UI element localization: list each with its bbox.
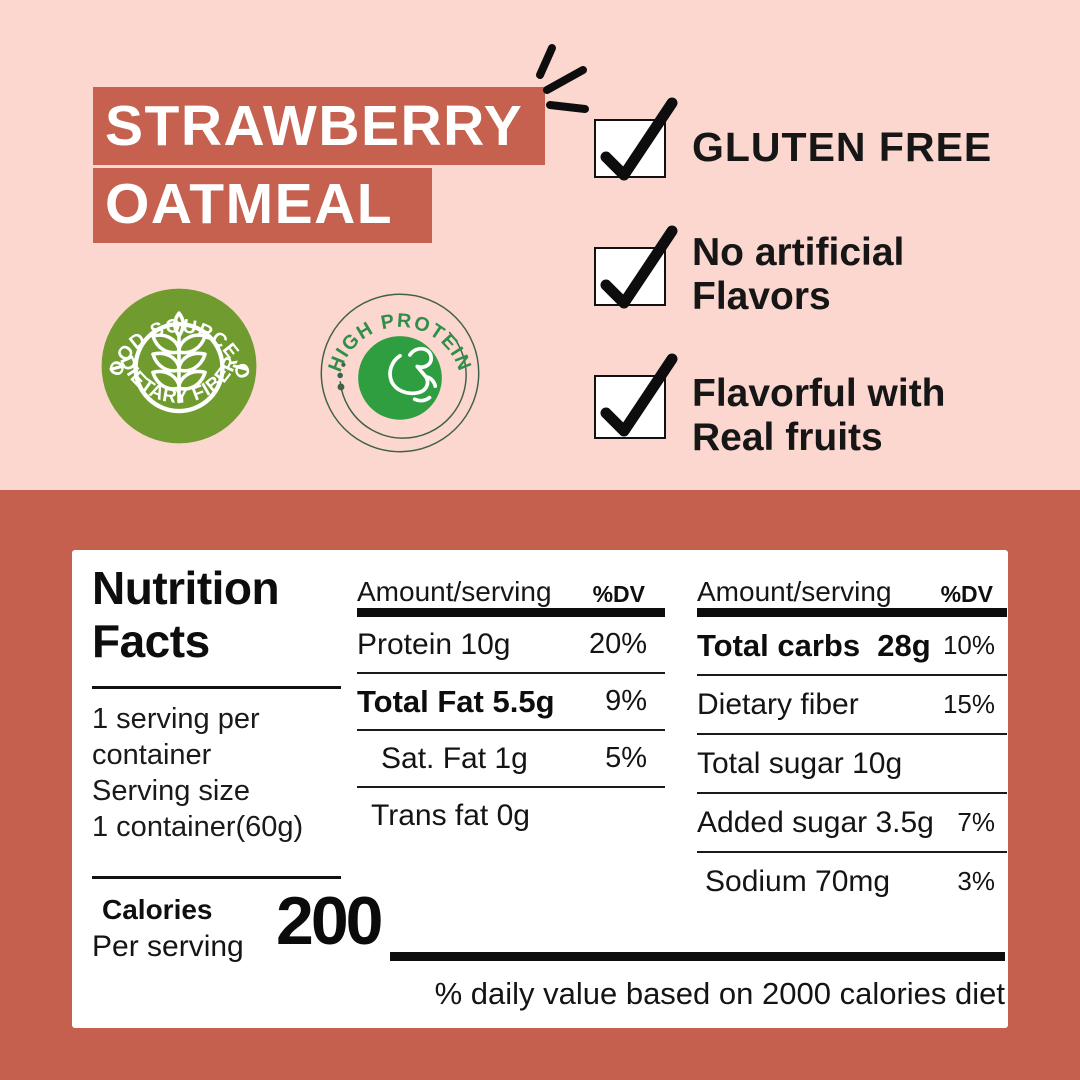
- nutrient-dv: 10%: [942, 630, 995, 660]
- feature-no-artificial-flavors: No artificial Flavors: [594, 225, 1014, 318]
- feature-label: GLUTEN FREE: [692, 125, 992, 169]
- feature-label-line2: Real fruits: [692, 416, 883, 459]
- nutrient-label: Total sugar 10g: [697, 746, 903, 780]
- nutrient-label: Sodium 70mg: [705, 864, 891, 898]
- product-title-line2: OATMEAL: [105, 172, 394, 236]
- high-protein-badge: HIGH PROTEIN: [320, 293, 480, 453]
- nutrient-dv: 9%: [605, 685, 647, 717]
- nutrition-row: Dietary fiber 15%: [697, 676, 1007, 735]
- feature-label-line1: Flavorful with: [692, 372, 946, 415]
- daily-value-footnote: % daily value based on 2000 calories die…: [434, 976, 1005, 1011]
- divider: [92, 686, 341, 689]
- nutrition-facts-title: Nutrition Facts: [92, 562, 280, 668]
- serving-line: 1 serving per: [92, 703, 260, 735]
- column-header: Amount/serving %DV: [357, 570, 665, 608]
- nutrient-label: Trans fat 0g: [371, 798, 530, 832]
- dv-header: %DV: [940, 581, 993, 607]
- nutrition-facts-panel: Nutrition Facts 1 serving per container …: [72, 550, 1008, 1028]
- nutrient-label: Dietary fiber: [697, 687, 859, 721]
- wheat-plant-icon: [151, 311, 207, 404]
- column-header: Amount/serving %DV: [697, 570, 1007, 608]
- feature-label-line2: Flavors: [692, 275, 831, 318]
- nutrient-label: Total Fat 5.5g: [357, 683, 555, 719]
- feature-label: No artificial Flavors: [692, 231, 904, 319]
- divider: [92, 876, 341, 879]
- checkmark-icon: [600, 97, 678, 181]
- nutrient-dv: 5%: [605, 742, 647, 774]
- feature-label: Flavorful with Real fruits: [692, 372, 946, 460]
- nutrient-label: Sat. Fat 1g: [381, 741, 528, 775]
- nutrition-row: Total sugar 10g: [697, 735, 1007, 794]
- serving-info: 1 serving per container Serving size 1 c…: [92, 701, 303, 845]
- calories-value: 200: [276, 883, 383, 959]
- title-box-line1: STRAWBERRY: [93, 87, 545, 165]
- nutrient-label: Added sugar 3.5g: [697, 805, 934, 839]
- nutrient-dv: 15%: [942, 689, 995, 719]
- dietary-fiber-badge: GOOD SOURCE OF DIETARY FIBER: [100, 287, 257, 444]
- nutrient-label: Protein 10g: [357, 627, 511, 661]
- nutrition-row: Added sugar 3.5g 7%: [697, 794, 1007, 853]
- header-bar: [357, 608, 665, 617]
- title-box-line2: OATMEAL: [93, 168, 432, 243]
- nutrient-label: Total carbs 28g: [697, 627, 931, 663]
- dots-decoration: [337, 362, 346, 391]
- nutrition-column-right: Amount/serving %DV Total carbs 28g 10% D…: [697, 570, 1007, 910]
- amount-header: Amount/serving: [357, 576, 552, 607]
- burst-icon: [536, 44, 589, 113]
- header-bar: [697, 608, 1007, 617]
- serving-line: container: [92, 739, 212, 771]
- calories-label: Calories: [102, 894, 213, 925]
- nutrition-row: Total carbs 28g 10%: [697, 617, 1007, 676]
- serving-line: 1 container(60g): [92, 811, 304, 843]
- checkmark-icon: [600, 353, 678, 437]
- nutrient-dv: 20%: [588, 628, 647, 660]
- dv-header: %DV: [592, 581, 645, 607]
- nutrition-row: Sodium 70mg 3%: [697, 853, 1007, 910]
- product-title-line1: STRAWBERRY: [105, 94, 524, 158]
- amount-header: Amount/serving: [697, 576, 892, 607]
- feature-label-line1: No artificial: [692, 231, 905, 274]
- nutrition-column-left: Amount/serving %DV Protein 10g 20% Total…: [357, 570, 665, 843]
- checkmark-icon: [600, 225, 678, 309]
- badge-center-circle: [358, 336, 442, 420]
- nutrition-row: Total Fat 5.5g 9%: [357, 674, 665, 731]
- nutrition-row: Protein 10g 20%: [357, 617, 665, 674]
- nutrient-dv: 7%: [957, 807, 995, 837]
- feature-real-fruits: Flavorful with Real fruits: [594, 353, 1014, 459]
- feature-label-line1: GLUTEN FREE: [692, 124, 993, 170]
- feature-gluten-free: GLUTEN FREE: [594, 97, 1014, 189]
- nutrition-row: Sat. Fat 1g 5%: [357, 731, 665, 788]
- nutrition-row: Trans fat 0g: [357, 788, 665, 843]
- nutrition-title-line1: Nutrition: [92, 562, 280, 614]
- nutrition-title-line2: Facts: [92, 615, 210, 667]
- serving-line: Serving size: [92, 775, 250, 807]
- calories-sublabel: Per serving: [92, 930, 244, 963]
- nutrient-dv: 3%: [957, 866, 995, 896]
- divider-thick: [390, 952, 1005, 961]
- flex-arm-icon: [388, 346, 438, 403]
